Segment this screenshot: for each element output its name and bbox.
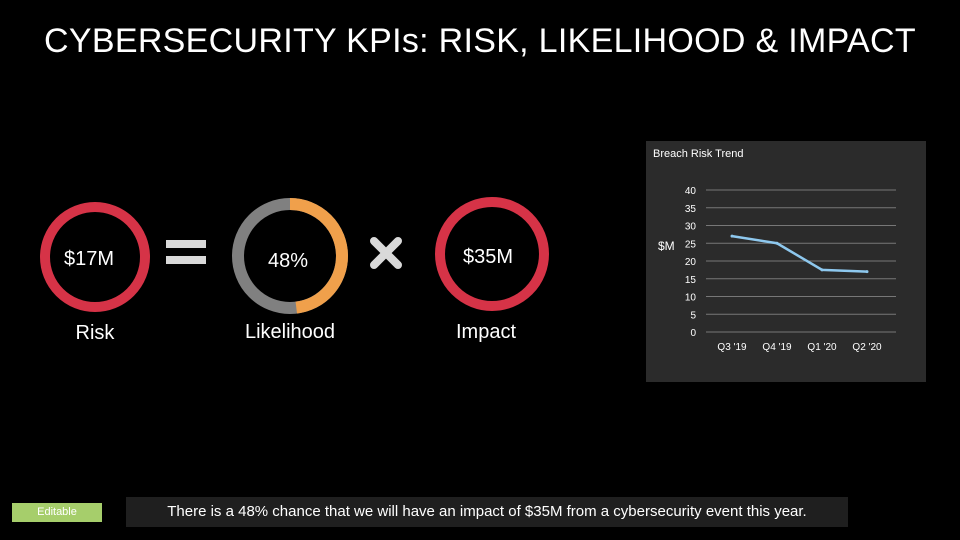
likelihood-ring (232, 198, 348, 314)
impact-ring (435, 197, 549, 311)
summary-text: There is a 48% chance that we will have … (126, 497, 848, 527)
impact-value: $35M (462, 246, 514, 268)
times-icon (370, 237, 402, 269)
y-tick-label: 10 (685, 293, 697, 304)
x-tick-label: Q1 '20 (807, 342, 837, 353)
slide-title: CYBERSECURITY KPIs: RISK, LIKELIHOOD & I… (44, 22, 916, 60)
y-axis-label: $M (658, 239, 675, 253)
impact-caption: Impact (455, 321, 517, 343)
chart-title: Breach Risk Trend (653, 148, 743, 160)
y-tick-label: 25 (685, 239, 697, 250)
data-point (730, 234, 734, 238)
likelihood-caption: Likelihood (244, 321, 336, 343)
data-point (820, 268, 824, 272)
y-tick-label: 30 (685, 222, 697, 233)
x-tick-label: Q2 '20 (852, 342, 882, 353)
x-tick-label: Q3 '19 (717, 342, 747, 353)
x-tick-label: Q4 '19 (762, 342, 792, 353)
y-tick-label: 15 (685, 275, 697, 286)
likelihood-value: 48% (267, 250, 309, 272)
risk-value: $17M (63, 248, 115, 270)
editable-badge: Editable (12, 503, 102, 522)
impact-ring-circle (435, 197, 549, 311)
y-tick-label: 0 (690, 328, 696, 339)
likelihood-ring-fill (232, 198, 348, 314)
y-tick-label: 20 (685, 257, 697, 268)
y-tick-label: 40 (685, 186, 697, 197)
chart-canvas: Breach Risk Trend 0 5 10 15 20 25 30 35 40 $M Q3 '1… (653, 148, 896, 353)
data-point (865, 270, 869, 274)
data-point (775, 241, 779, 245)
risk-ring-circle (40, 202, 150, 312)
equals-icon (166, 240, 206, 264)
risk-ring (40, 202, 150, 312)
risk-caption: Risk (75, 322, 115, 344)
y-tick-label: 5 (690, 310, 696, 321)
breach-risk-chart: Breach Risk Trend 0 5 10 15 20 25 30 35 40 $M Q3 '1… (646, 141, 926, 382)
series-line (731, 234, 868, 273)
y-tick-label: 35 (685, 204, 697, 215)
